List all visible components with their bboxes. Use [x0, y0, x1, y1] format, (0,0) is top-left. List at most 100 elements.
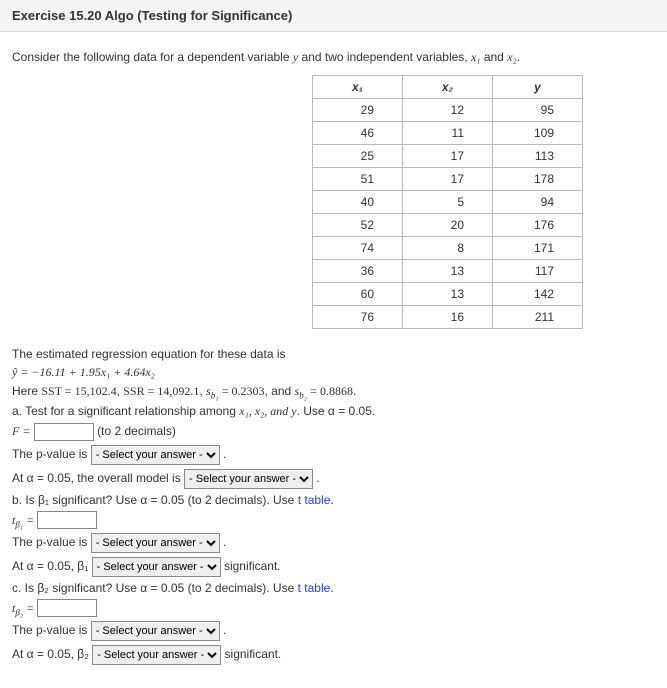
b-sig-select[interactable]: - Select your answer - [92, 557, 221, 577]
eq-formula: ŷ = −16.11 + 1.95x₁ + 4.64x₂ [12, 365, 655, 380]
table-row: 4611109 [313, 122, 583, 145]
b-pvalue-select[interactable]: - Select your answer - [91, 533, 220, 553]
a-f-hint: (to 2 decimals) [97, 425, 176, 439]
a-use: . Use α = 0.05. [297, 404, 376, 418]
t-table-link-b[interactable]: t table [298, 493, 331, 507]
table-row: 291295 [313, 99, 583, 122]
c-sig-select[interactable]: - Select your answer - [92, 645, 221, 665]
table-cell: 17 [403, 168, 493, 191]
exercise-header: Exercise 15.20 Algo (Testing for Signifi… [0, 0, 667, 32]
here-pre: Here [12, 384, 41, 398]
sb2-and: , and [264, 384, 294, 398]
a-pvalue-select[interactable]: - Select your answer - [91, 445, 220, 465]
here-end: . [353, 384, 356, 398]
table-row: 7616211 [313, 306, 583, 329]
c-t-row: tβ₂ = [12, 599, 655, 617]
c-pval-period: . [223, 624, 226, 638]
table-cell: 36 [313, 260, 403, 283]
tb2-input[interactable] [37, 599, 97, 617]
col-y: y [493, 76, 583, 99]
table-cell: 29 [313, 99, 403, 122]
c-pval-row: The p-value is - Select your answer - . [12, 621, 655, 641]
a-overall-period: . [316, 472, 319, 486]
b-sig-suffix: significant. [224, 560, 281, 574]
sb1: sb₁ [206, 384, 218, 398]
b-pval-period: . [223, 536, 226, 550]
c-pval-pre: The p-value is [12, 624, 91, 638]
sb2: sb₂ [295, 384, 307, 398]
table-cell: 12 [403, 99, 493, 122]
ssr: SSR = 14,092.1 [123, 384, 199, 398]
b-pre: b. Is β₁ significant? Use α = 0.05 (to 2… [12, 493, 298, 507]
table-row: 748171 [313, 237, 583, 260]
col-x1: x₁ [313, 76, 403, 99]
table-cell: 211 [493, 306, 583, 329]
sb2-val: = 0.8868 [310, 384, 353, 398]
table-cell: 113 [493, 145, 583, 168]
c-period: . [330, 581, 333, 595]
table-row: 3613117 [313, 260, 583, 283]
intro-pre: Consider the following data for a depend… [12, 50, 293, 64]
intro-and: and [480, 50, 507, 64]
table-cell: 51 [313, 168, 403, 191]
table-row: 40594 [313, 191, 583, 214]
table-cell: 13 [403, 260, 493, 283]
table-cell: 178 [493, 168, 583, 191]
table-cell: 8 [403, 237, 493, 260]
intro-text: Consider the following data for a depend… [12, 50, 655, 65]
data-table: x₁ x₂ y 29129546111092517113511717840594… [312, 75, 583, 329]
table-cell: 17 [403, 145, 493, 168]
a-overall-row: At α = 0.05, the overall model is - Sele… [12, 469, 655, 489]
b-t-row: tβ₁ = [12, 511, 655, 529]
table-row: 2517113 [313, 145, 583, 168]
table-cell: 13 [403, 283, 493, 306]
a-pval-period: . [223, 448, 226, 462]
table-cell: 74 [313, 237, 403, 260]
table-row: 5117178 [313, 168, 583, 191]
table-cell: 46 [313, 122, 403, 145]
b-period: . [330, 493, 333, 507]
part-c-prompt: c. Is β₂ significant? Use α = 0.05 (to 2… [12, 581, 655, 595]
c-pre: c. Is β₂ significant? Use α = 0.05 (to 2… [12, 581, 298, 595]
a-overall-pre: At α = 0.05, the overall model is [12, 472, 184, 486]
table-header-row: x₁ x₂ y [313, 76, 583, 99]
table-cell: 16 [403, 306, 493, 329]
table-cell: 171 [493, 237, 583, 260]
table-cell: 5 [403, 191, 493, 214]
table-cell: 40 [313, 191, 403, 214]
table-cell: 60 [313, 283, 403, 306]
c-atalpha: At α = 0.05, β₂ [12, 648, 92, 662]
b-t-label: tβ₁ = [12, 513, 34, 527]
table-cell: 76 [313, 306, 403, 329]
table-cell: 142 [493, 283, 583, 306]
sst: SST = 15,102.4 [41, 384, 116, 398]
table-cell: 94 [493, 191, 583, 214]
content-area: Consider the following data for a depend… [0, 32, 667, 681]
table-cell: 11 [403, 122, 493, 145]
table-row: 5220176 [313, 214, 583, 237]
a-pre: a. Test for a significant relationship a… [12, 404, 239, 418]
eq-here: Here SST = 15,102.4, SSR = 14,092.1, sb₁… [12, 384, 655, 400]
intro-end: . [517, 50, 520, 64]
a-vars: x₁, x₂, and y [239, 404, 296, 418]
a-pval-row: The p-value is - Select your answer - . [12, 445, 655, 465]
exercise-title: Exercise 15.20 Algo (Testing for Signifi… [12, 8, 292, 23]
intro-x2: x₂ [507, 50, 517, 64]
table-row: 6013142 [313, 283, 583, 306]
part-a-prompt: a. Test for a significant relationship a… [12, 404, 655, 419]
table-cell: 20 [403, 214, 493, 237]
c-sig-suffix: significant. [225, 648, 282, 662]
f-input[interactable] [34, 423, 94, 441]
col-x2: x₂ [403, 76, 493, 99]
b-pval-pre: The p-value is [12, 536, 91, 550]
table-cell: 95 [493, 99, 583, 122]
c-t-label: tβ₂ = [12, 601, 34, 615]
a-f-row: F = (to 2 decimals) [12, 423, 655, 441]
table-cell: 176 [493, 214, 583, 237]
tb1-input[interactable] [37, 511, 97, 529]
c-pvalue-select[interactable]: - Select your answer - [91, 621, 220, 641]
a-overall-select[interactable]: - Select your answer - [184, 469, 313, 489]
table-cell: 52 [313, 214, 403, 237]
t-table-link-c[interactable]: t table [298, 581, 331, 595]
table-cell: 25 [313, 145, 403, 168]
